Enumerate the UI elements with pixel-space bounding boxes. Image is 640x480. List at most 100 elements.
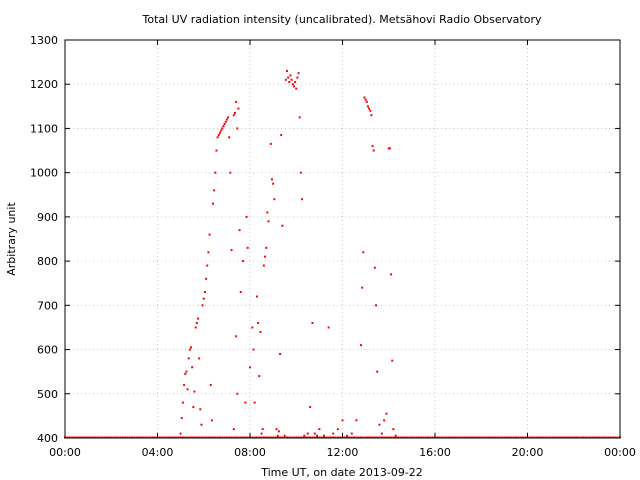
y-tick-label: 1000 <box>30 167 58 180</box>
data-point <box>259 330 262 333</box>
data-point <box>346 434 349 437</box>
x-tick-label: 12:00 <box>327 446 359 459</box>
data-point <box>281 224 284 227</box>
data-point <box>246 246 249 249</box>
data-point <box>306 432 309 435</box>
data-point <box>265 246 268 249</box>
data-point <box>202 297 205 300</box>
data-point <box>236 127 239 130</box>
data-point <box>252 348 255 351</box>
data-point <box>371 145 374 148</box>
data-point <box>238 229 241 232</box>
y-tick-label: 700 <box>37 299 58 312</box>
data-point <box>311 322 314 325</box>
data-point <box>284 78 287 81</box>
data-point <box>267 220 270 223</box>
data-point <box>313 432 316 435</box>
data-point <box>199 408 202 411</box>
data-point <box>232 114 235 117</box>
data-point <box>187 357 190 360</box>
data-point <box>370 114 373 117</box>
y-tick-label: 600 <box>37 344 58 357</box>
data-point <box>360 344 362 347</box>
data-point <box>184 372 187 375</box>
data-point <box>291 83 294 86</box>
y-tick-label: 800 <box>37 255 58 268</box>
data-point <box>258 375 261 378</box>
data-point <box>279 352 282 355</box>
x-tick-label: 00:00 <box>604 446 636 459</box>
data-point <box>230 249 233 252</box>
x-tick-label: 08:00 <box>234 446 266 459</box>
data-point <box>273 198 276 201</box>
data-point <box>223 123 226 126</box>
data-point <box>257 322 260 325</box>
data-point <box>394 434 397 437</box>
data-point <box>203 291 206 294</box>
data-point <box>364 98 367 101</box>
data-point <box>228 136 231 139</box>
data-point <box>225 118 228 121</box>
data-point <box>390 273 393 276</box>
data-point <box>227 116 230 119</box>
data-point <box>290 78 293 81</box>
data-point <box>272 182 275 185</box>
data-point <box>292 85 295 88</box>
data-point <box>276 434 279 437</box>
x-tick-marks: 00:00 04:00 08:00 12:00 16:00 20:00 00:00 <box>49 40 636 459</box>
x-tick-label: 04:00 <box>142 446 174 459</box>
data-point <box>280 134 283 137</box>
data-point <box>361 286 364 289</box>
data-point <box>237 107 240 110</box>
data-point <box>217 134 220 137</box>
data-point <box>299 171 302 174</box>
y-tick-label: 900 <box>37 211 58 224</box>
data-point <box>262 264 265 267</box>
data-point <box>207 251 210 254</box>
data-point <box>286 69 288 72</box>
data-point <box>392 428 395 431</box>
data-point <box>201 304 204 307</box>
data-point <box>181 401 184 404</box>
x-tick-label: 00:00 <box>49 446 81 459</box>
data-point <box>249 366 251 369</box>
y-tick-label: 400 <box>37 432 58 445</box>
data-point <box>253 401 256 404</box>
data-point <box>368 107 371 110</box>
data-point <box>277 430 280 433</box>
y-tick-marks: 400 500 600 700 800 900 1000 1100 1200 1300 <box>30 34 620 445</box>
data-point <box>191 366 194 369</box>
data-point <box>380 432 383 435</box>
data-points <box>179 69 397 437</box>
data-point <box>332 432 335 435</box>
data-point <box>283 434 286 437</box>
y-axis-label: Arbitrary unit <box>5 202 18 276</box>
data-point <box>244 401 247 404</box>
data-point <box>245 215 248 218</box>
data-point <box>200 423 203 426</box>
data-point <box>383 419 386 422</box>
data-point <box>260 432 263 435</box>
data-point <box>194 326 197 329</box>
y-tick-label: 500 <box>37 388 58 401</box>
data-point <box>183 383 186 386</box>
data-point <box>336 428 339 431</box>
data-point <box>251 326 254 329</box>
data-point <box>186 388 189 391</box>
data-point <box>341 419 344 422</box>
data-point <box>264 255 267 258</box>
data-point <box>224 120 227 123</box>
data-point <box>235 100 238 103</box>
data-point <box>378 423 381 426</box>
data-point <box>192 406 195 409</box>
data-point <box>198 357 201 360</box>
data-point <box>363 96 366 99</box>
data-point <box>242 260 245 263</box>
x-tick-label: 16:00 <box>419 446 451 459</box>
data-point <box>309 406 312 409</box>
data-point <box>206 264 209 267</box>
data-point <box>318 428 321 431</box>
data-point <box>233 111 236 114</box>
data-point <box>270 178 273 181</box>
